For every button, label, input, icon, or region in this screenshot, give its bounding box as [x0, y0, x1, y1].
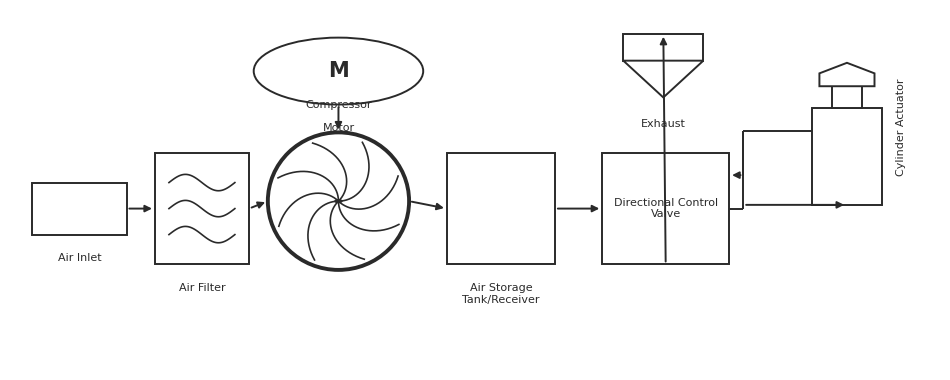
Polygon shape	[623, 61, 703, 97]
Text: Directional Control
Valve: Directional Control Valve	[614, 198, 718, 219]
FancyBboxPatch shape	[623, 34, 703, 61]
FancyBboxPatch shape	[602, 153, 730, 264]
Text: Air Storage
Tank/Receiver: Air Storage Tank/Receiver	[462, 283, 540, 304]
Text: Exhaust: Exhaust	[641, 119, 686, 129]
FancyBboxPatch shape	[811, 108, 883, 205]
Text: Compressor: Compressor	[305, 100, 371, 110]
Polygon shape	[820, 63, 875, 86]
FancyBboxPatch shape	[832, 86, 862, 108]
Text: Motor: Motor	[322, 123, 354, 133]
FancyBboxPatch shape	[155, 153, 249, 264]
FancyBboxPatch shape	[32, 182, 126, 234]
FancyBboxPatch shape	[446, 153, 555, 264]
Text: Air Inlet: Air Inlet	[58, 253, 102, 263]
Text: Air Filter: Air Filter	[179, 283, 225, 293]
Circle shape	[335, 200, 342, 203]
Text: M: M	[328, 61, 349, 81]
Text: Cylinder Actuator: Cylinder Actuator	[897, 78, 906, 176]
